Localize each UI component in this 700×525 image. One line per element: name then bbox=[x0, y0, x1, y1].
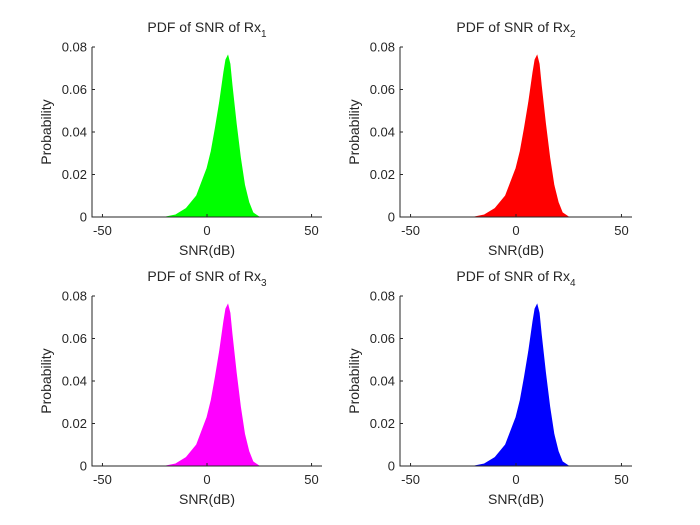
plot-title-main: PDF of SNR of Rx bbox=[147, 268, 261, 284]
y-axis-label: Probability bbox=[346, 348, 362, 413]
x-tick-label: 50 bbox=[614, 223, 628, 238]
y-axis-label: Probability bbox=[38, 99, 54, 164]
y-tick-label: 0.02 bbox=[370, 167, 395, 182]
y-tick-label: 0 bbox=[388, 459, 395, 474]
y-tick-label: 0.06 bbox=[370, 82, 395, 97]
subplot-2: 0 0.02 0.04 0.06 0.08 -50 0 50 SNR(dB) Probabilit… bbox=[346, 19, 632, 258]
plot-title: PDF of SNR of Rx1 bbox=[147, 19, 267, 40]
subplot-3: 0 0.02 0.04 0.06 0.08 -50 0 50 SNR(dB) Probabilit… bbox=[38, 268, 322, 507]
y-tick-label: 0.06 bbox=[62, 82, 87, 97]
plot-title: PDF of SNR of Rx3 bbox=[147, 268, 267, 289]
plot-title-subscript: 3 bbox=[261, 278, 267, 289]
x-axis-label: SNR(dB) bbox=[179, 491, 235, 507]
x-tick-label: 0 bbox=[203, 223, 210, 238]
y-tick-label: 0.08 bbox=[62, 289, 87, 304]
y-axis-label: Probability bbox=[346, 99, 362, 164]
y-tick-label: 0.04 bbox=[370, 374, 395, 389]
x-tick-label: 0 bbox=[512, 223, 519, 238]
x-axis-label: SNR(dB) bbox=[488, 242, 544, 258]
x-tick-label: 50 bbox=[304, 472, 318, 487]
y-tick-label: 0.06 bbox=[370, 331, 395, 346]
plot-title-subscript: 1 bbox=[261, 29, 267, 40]
x-tick-label: 0 bbox=[512, 472, 519, 487]
pdf-area-1 bbox=[165, 54, 261, 218]
x-axis-label: SNR(dB) bbox=[488, 491, 544, 507]
subplot-4: 0 0.02 0.04 0.06 0.08 -50 0 50 SNR(dB) Probabilit… bbox=[346, 268, 632, 507]
plot-title-main: PDF of SNR of Rx bbox=[147, 19, 261, 35]
plot-title-main: PDF of SNR of Rx bbox=[456, 19, 570, 35]
plot-title-main: PDF of SNR of Rx bbox=[456, 268, 570, 284]
x-tick-label: -50 bbox=[401, 472, 420, 487]
y-tick-label: 0.02 bbox=[62, 416, 87, 431]
y-tick-label: 0 bbox=[80, 210, 87, 225]
x-tick-label: -50 bbox=[401, 223, 420, 238]
y-tick-label: 0.04 bbox=[370, 125, 395, 140]
y-tick-label: 0.08 bbox=[62, 40, 87, 55]
y-tick-label: 0.02 bbox=[62, 167, 87, 182]
subplot-1: 0 0.02 0.04 0.06 0.08 -50 0 50 SNR(dB) Probabilit… bbox=[38, 19, 322, 258]
x-tick-label: 0 bbox=[203, 472, 210, 487]
x-tick-label: 50 bbox=[614, 472, 628, 487]
x-axis-label: SNR(dB) bbox=[179, 242, 235, 258]
x-tick-label: -50 bbox=[93, 472, 112, 487]
pdf-area-3 bbox=[165, 303, 261, 467]
y-tick-label: 0.04 bbox=[62, 125, 87, 140]
pdf-area-4 bbox=[473, 303, 571, 467]
plot-title: PDF of SNR of Rx2 bbox=[456, 19, 576, 40]
y-tick-label: 0.02 bbox=[370, 416, 395, 431]
y-tick-label: 0.08 bbox=[370, 289, 395, 304]
plot-title-subscript: 2 bbox=[570, 29, 576, 40]
plot-title-subscript: 4 bbox=[570, 278, 576, 289]
x-tick-label: 50 bbox=[304, 223, 318, 238]
y-axis-label: Probability bbox=[38, 348, 54, 413]
pdf-area-2 bbox=[473, 54, 571, 218]
y-tick-label: 0.04 bbox=[62, 374, 87, 389]
y-tick-label: 0 bbox=[388, 210, 395, 225]
y-tick-label: 0.06 bbox=[62, 331, 87, 346]
x-tick-label: -50 bbox=[93, 223, 112, 238]
plot-title: PDF of SNR of Rx4 bbox=[456, 268, 576, 289]
y-tick-label: 0 bbox=[80, 459, 87, 474]
y-tick-label: 0.08 bbox=[370, 40, 395, 55]
